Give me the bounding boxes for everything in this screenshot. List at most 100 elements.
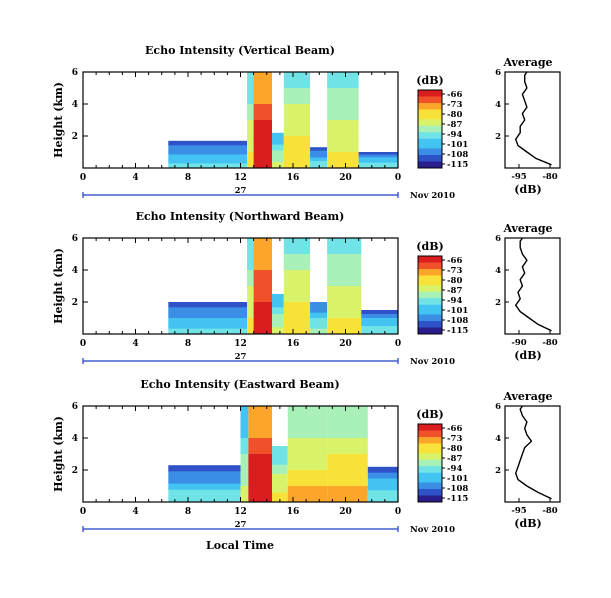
heatmap-cell <box>248 406 272 423</box>
heatmap-cell <box>168 154 248 160</box>
panel-title: Echo Intensity (Northward Beam) <box>136 210 345 223</box>
colorbar-swatch <box>418 317 442 322</box>
heatmap-cell <box>283 318 311 335</box>
colorbar-tick-label: -108 <box>447 316 468 326</box>
colorbar-swatch <box>418 314 442 319</box>
colorbar-swatch <box>418 285 442 289</box>
colorbar-swatch <box>418 265 442 270</box>
month-label: Nov 2010 <box>410 357 455 367</box>
colorbar-swatch <box>418 164 442 169</box>
heatmap-cell <box>272 144 284 151</box>
colorbar-swatch <box>418 495 442 500</box>
colorbar-swatch <box>418 437 442 441</box>
colorbar-swatch <box>418 479 442 483</box>
heatmap-cell <box>327 136 359 153</box>
heatmap-cell <box>168 149 248 155</box>
colorbar-swatch <box>418 459 442 464</box>
heatmap-cell <box>283 238 311 255</box>
heatmap-cell <box>168 163 248 169</box>
profile-y-tick-label: 4 <box>495 266 501 276</box>
heatmap-cell <box>272 446 288 456</box>
heatmap-cell <box>272 300 284 308</box>
colorbar-swatch <box>418 106 442 110</box>
colorbar-swatch <box>418 311 442 315</box>
colorbar-swatch <box>418 96 442 101</box>
colorbar-swatch <box>418 272 442 276</box>
profile-y-tick-label: 2 <box>495 466 501 476</box>
colorbar-swatch <box>418 145 442 149</box>
colorbar-swatch <box>418 469 442 474</box>
colorbar-tick-label: -80 <box>447 444 462 454</box>
colorbar-tick-label: -115 <box>447 326 468 336</box>
colorbar-swatch <box>418 498 442 503</box>
heatmap-cell <box>327 88 359 105</box>
heatmap-cell <box>310 147 328 152</box>
heatmap-cell <box>168 323 248 330</box>
heatmap-cell <box>168 140 248 146</box>
colorbar-tick-label: -94 <box>447 130 462 140</box>
x-tick-label: 8 <box>185 339 191 349</box>
heatmap-cell <box>272 320 284 328</box>
heatmap-cell <box>283 120 311 137</box>
colorbar-swatch <box>418 282 442 286</box>
colorbar-tick-label: -73 <box>447 100 462 110</box>
heatmap-cell <box>361 310 398 315</box>
heatmap-cell <box>168 489 248 497</box>
profile-frame <box>504 405 561 503</box>
colorbar-title: (dB) <box>416 408 443 421</box>
profile-y-tick-label: 6 <box>495 234 501 244</box>
heatmap-cell <box>358 165 398 169</box>
colorbar-swatch <box>418 148 442 153</box>
heatmap-cell <box>253 270 272 287</box>
x-tick-label: 4 <box>132 339 138 349</box>
date-label: 27 <box>235 352 247 362</box>
colorbar-swatch <box>418 138 442 143</box>
profile-y-tick-label: 6 <box>495 68 501 78</box>
date-label: 27 <box>235 186 247 196</box>
colorbar-swatch <box>418 482 442 487</box>
colorbar-frame <box>417 423 443 503</box>
colorbar-tick-label: -87 <box>447 120 462 130</box>
heatmap-cell <box>168 158 248 164</box>
colorbar-swatch <box>418 330 442 335</box>
colorbar-swatch <box>418 122 442 127</box>
heatmap-cell <box>287 438 328 455</box>
colorbar-swatch <box>418 327 442 332</box>
profile-x-label: (dB) <box>514 349 541 362</box>
heatmap-cell <box>248 454 272 471</box>
heatmap-cell <box>247 72 258 89</box>
x-tick-label: 0 <box>395 507 401 517</box>
heatmap-cell <box>168 483 248 491</box>
profile-y-tick-label: 4 <box>495 100 501 110</box>
heatmap-cell <box>168 145 248 151</box>
heatmap-cell <box>272 307 284 315</box>
heatmap-cell <box>327 270 362 287</box>
heatmap-cell <box>283 152 311 169</box>
colorbar-swatch <box>418 466 442 470</box>
heatmap-cell <box>327 302 362 319</box>
heatmap-cell <box>168 318 248 324</box>
heatmap-cell <box>358 157 398 161</box>
colorbar-tick-label: -115 <box>447 494 468 504</box>
colorbar-swatch <box>418 256 442 260</box>
colorbar-swatch <box>418 446 442 451</box>
colorbar-swatch <box>418 324 442 328</box>
colorbar-tick-label: -66 <box>447 90 462 100</box>
heatmap-cell <box>247 286 258 303</box>
heatmap-cell <box>253 254 272 271</box>
heatmap-cell <box>283 104 311 121</box>
colorbar-swatch <box>418 93 442 97</box>
colorbar-swatch <box>418 298 442 302</box>
heatmap-cell <box>327 120 359 137</box>
x-tick-label: 16 <box>287 173 300 183</box>
average-title: Average <box>502 222 552 235</box>
heatmap-cell <box>168 302 248 308</box>
heatmap-cell <box>327 438 368 455</box>
x-tick-label: 0 <box>395 339 401 349</box>
colorbar-swatch <box>418 440 442 444</box>
heatmap-cell <box>253 302 272 319</box>
colorbar-swatch <box>418 155 442 159</box>
heatmap-cell <box>327 486 368 503</box>
colorbar-tick-label: -101 <box>447 474 468 484</box>
